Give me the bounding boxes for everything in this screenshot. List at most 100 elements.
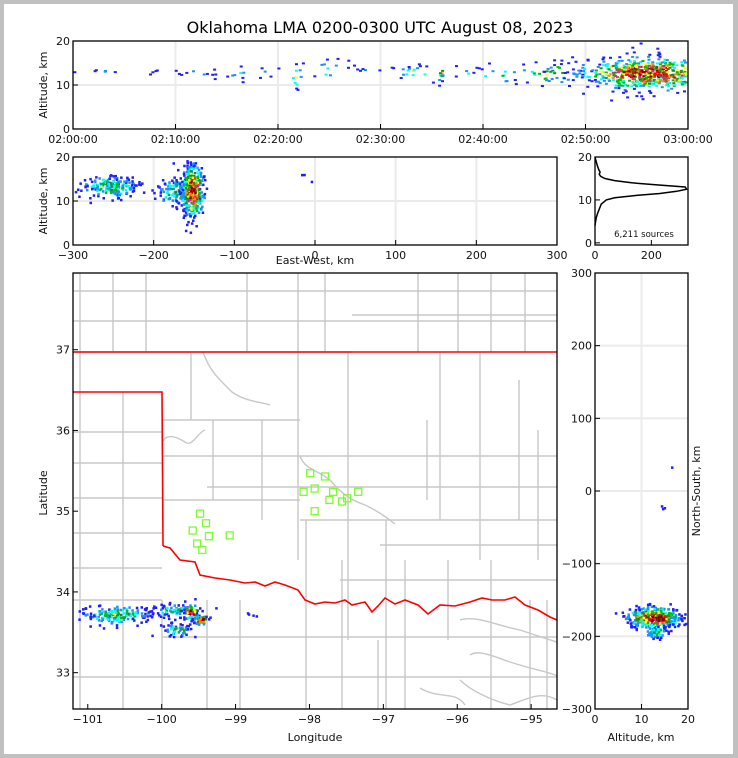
- source-density-cell: [602, 60, 606, 63]
- source-density-cell: [656, 47, 660, 50]
- source-density-cell: [635, 619, 639, 622]
- source-density-cell: [96, 188, 100, 191]
- source-density-cell: [627, 59, 631, 62]
- source-density-cell: [84, 185, 87, 189]
- source-density-cell: [89, 177, 92, 181]
- source-density-cell: [673, 66, 676, 69]
- source-density-cell: [173, 604, 176, 607]
- source-density-cell: [658, 638, 662, 641]
- source-density-cell: [189, 181, 192, 184]
- source-density-cell: [546, 68, 550, 70]
- source-density-cell: [646, 612, 649, 616]
- source-density-cell: [567, 62, 571, 65]
- source-density-cell: [651, 63, 655, 66]
- source-density-cell: [622, 79, 626, 82]
- source-density-cell: [172, 184, 176, 187]
- source-density-cell: [635, 623, 638, 626]
- source-density-cell: [652, 83, 656, 86]
- source-density-cell: [632, 82, 636, 85]
- source-density-cell: [183, 183, 187, 186]
- source-density-cell: [125, 608, 128, 611]
- source-density-cell: [195, 185, 198, 188]
- source-density-cell: [186, 160, 189, 163]
- source-density-cell: [181, 627, 184, 630]
- source-density-cell: [562, 77, 566, 80]
- source-density-cell: [195, 622, 198, 625]
- source-density-cell: [657, 82, 661, 85]
- source-density-cell: [108, 186, 112, 190]
- source-density-cell: [96, 185, 99, 188]
- source-density-cell: [639, 65, 643, 68]
- source-density-cell: [620, 76, 624, 79]
- source-density-cell: [675, 71, 679, 74]
- source-density-cell: [94, 180, 97, 184]
- source-density-cell: [110, 622, 113, 625]
- source-density-cell: [172, 162, 175, 165]
- source-density-cell: [643, 622, 647, 626]
- source-density-cell: [182, 209, 185, 213]
- source-density-cell: [189, 176, 192, 180]
- ew-panel-ylabel: Altitude, km: [37, 167, 50, 234]
- source-density-cell: [195, 182, 198, 186]
- source-density-cell: [123, 616, 126, 619]
- source-density-cell: [201, 620, 204, 623]
- source-density-cell: [666, 68, 670, 70]
- source-density-cell: [186, 223, 189, 227]
- source-density-cell: [682, 59, 686, 62]
- source-density-cell: [78, 195, 81, 198]
- source-density-cell: [669, 74, 673, 77]
- source-density-cell: [661, 608, 664, 611]
- source-density-cell: [93, 70, 97, 73]
- source-density-cell: [636, 615, 639, 618]
- source-density-cell: [104, 611, 107, 615]
- source-density-cell: [666, 624, 669, 627]
- source-density-cell: [184, 196, 187, 200]
- source-density-cell: [662, 626, 666, 629]
- source-density-cell: [184, 176, 187, 180]
- source-density-cell: [83, 179, 87, 182]
- source-density-cell: [617, 84, 621, 87]
- source-density-cell: [189, 604, 192, 607]
- source-density-cell: [678, 613, 681, 616]
- source-density-cell: [663, 58, 667, 61]
- source-density-cell: [263, 70, 267, 73]
- source-density-cell: [295, 87, 299, 90]
- source-density-cell: [194, 166, 198, 170]
- source-density-cell: [655, 66, 659, 69]
- source-density-cell: [109, 181, 112, 185]
- source-density-cell: [193, 617, 197, 620]
- source-density-cell: [650, 83, 654, 86]
- source-density-cell: [205, 72, 209, 75]
- source-density-cell: [642, 84, 646, 87]
- source-density-cell: [190, 620, 193, 623]
- source-density-cell: [86, 188, 89, 192]
- source-density-cell: [668, 66, 672, 69]
- source-density-cell: [177, 202, 181, 205]
- source-density-cell: [628, 72, 632, 75]
- source-density-cell: [641, 612, 644, 615]
- source-density-cell: [108, 177, 111, 180]
- source-density-cell: [181, 199, 184, 202]
- source-density-cell: [641, 620, 644, 624]
- source-density-cell: [551, 69, 555, 72]
- source-density-cell: [642, 75, 646, 78]
- source-density-cell: [184, 186, 187, 190]
- source-density-cell: [638, 608, 641, 612]
- lma-station-marker: [354, 487, 363, 496]
- source-density-cell: [184, 211, 188, 214]
- source-density-cell: [163, 613, 166, 616]
- source-density-cell: [189, 231, 193, 234]
- source-density-cell: [598, 73, 602, 76]
- source-density-cell: [602, 79, 606, 82]
- source-density-cell: [118, 620, 121, 623]
- source-density-cell: [185, 628, 188, 631]
- source-density-cell: [645, 63, 649, 66]
- source-density-cell: [582, 75, 586, 78]
- source-density-cell: [252, 614, 255, 617]
- source-density-cell: [622, 71, 626, 74]
- source-density-cell: [522, 63, 526, 66]
- source-density-cell: [650, 633, 653, 636]
- source-density-cell: [672, 82, 676, 85]
- source-density-cell: [657, 73, 661, 76]
- source-density-cell: [575, 75, 579, 78]
